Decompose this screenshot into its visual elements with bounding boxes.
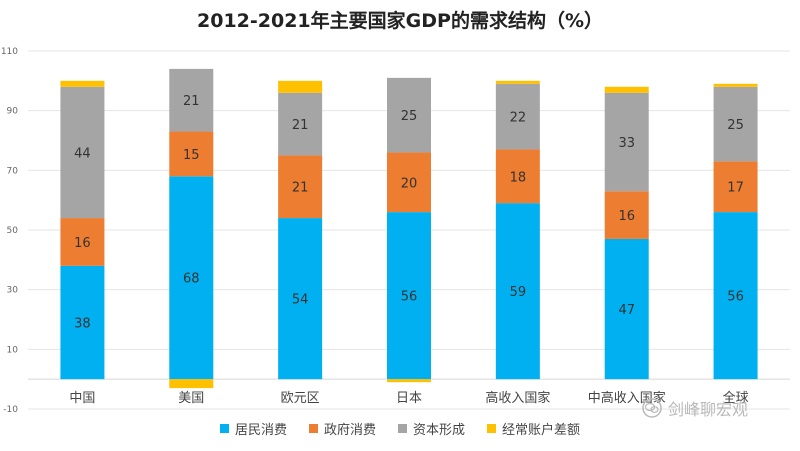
bar-segment — [278, 218, 323, 380]
data-label: 38 — [74, 316, 91, 331]
data-label: 54 — [292, 293, 309, 308]
legend-label: 经常账户差额 — [502, 423, 581, 438]
legend-label: 政府消费 — [323, 423, 376, 438]
data-label: 18 — [510, 170, 527, 185]
legend-item: 居民消费 — [219, 419, 287, 438]
legend-item: 资本形成 — [398, 419, 465, 438]
bar-segment — [169, 131, 214, 177]
data-label: 21 — [292, 181, 309, 196]
data-label: 20 — [401, 176, 418, 191]
bars — [60, 68, 758, 389]
bar-segment — [495, 149, 540, 204]
data-label: 44 — [74, 146, 91, 161]
bar-segment — [713, 161, 758, 213]
bar-segment — [387, 152, 431, 213]
legend-swatch — [308, 424, 318, 433]
bar-segment — [604, 238, 649, 380]
bar-segment — [278, 80, 323, 93]
x-tick-label: 高收入国家 — [485, 390, 550, 406]
data-label: 21 — [183, 94, 200, 109]
data-label: 47 — [618, 303, 635, 318]
y-tick-label: 70 — [7, 166, 19, 176]
y-tick-label: -10 — [3, 405, 18, 415]
bar-segment — [169, 68, 214, 132]
data-labels: 38 16 44 68 15 21 54 21 21 56 20 25 59 18 22 47 16 33 56 17… — [74, 94, 744, 331]
data-label: 59 — [510, 285, 527, 300]
bar-segment — [278, 92, 323, 156]
data-label: 22 — [510, 111, 527, 126]
legend: 居民消费 政府消费 资本形成 经常账户差额 — [0, 419, 800, 438]
legend-item: 政府消费 — [308, 419, 376, 438]
bar-segment — [495, 83, 540, 150]
y-tick-label: 90 — [7, 107, 19, 117]
data-label: 25 — [727, 118, 744, 133]
bar-segment — [60, 86, 105, 219]
legend-label: 资本形成 — [413, 423, 466, 438]
bar-segment — [387, 212, 431, 380]
data-label: 15 — [183, 148, 200, 163]
data-label: 25 — [401, 109, 418, 124]
bar-segment — [713, 86, 758, 162]
data-label: 68 — [183, 272, 200, 287]
watermark-text: 剑峰聊宏观 — [668, 400, 749, 419]
y-tick-label: 110 — [1, 47, 18, 57]
bar-segment — [604, 191, 649, 239]
legend-swatch — [398, 424, 407, 433]
bar-segment — [60, 218, 105, 266]
bar-segment — [278, 155, 323, 219]
bar-segment — [713, 212, 758, 380]
bar-segment — [495, 203, 540, 380]
bar-segment — [604, 92, 649, 192]
x-tick-label: 日本 — [396, 391, 422, 406]
y-tick-label: 30 — [7, 286, 19, 296]
data-label: 56 — [727, 290, 744, 305]
legend-swatch — [219, 424, 229, 433]
bar-segment — [60, 265, 105, 380]
y-tick-label: 10 — [7, 345, 19, 355]
watermark: 剑峰聊宏观 — [642, 396, 748, 420]
bar-segment — [387, 77, 431, 153]
x-tick-label: 全球 — [723, 390, 749, 406]
bar-segment — [169, 379, 214, 389]
bar-segment — [387, 379, 431, 383]
y-tick-label: 50 — [7, 226, 19, 236]
bar-segment — [169, 176, 214, 380]
data-label: 17 — [727, 181, 744, 196]
bar-segment — [713, 83, 758, 87]
bar-segment — [495, 80, 540, 84]
chart-title: 2012-2021年主要国家GDP的需求结构（%） — [197, 10, 603, 32]
legend-label: 居民消费 — [234, 423, 287, 438]
data-label: 16 — [74, 236, 91, 251]
legend-swatch — [487, 424, 497, 433]
data-label: 56 — [401, 290, 418, 305]
x-tick-label: 美国 — [178, 391, 204, 406]
data-label: 21 — [292, 118, 309, 133]
data-label: 33 — [618, 136, 635, 151]
y-axis-ticks: -10 10 30 50 70 90 110 — [1, 47, 18, 415]
legend-item: 经常账户差额 — [487, 419, 580, 438]
wechat-icon — [642, 398, 662, 418]
x-tick-label: 中国 — [69, 391, 95, 406]
bar-segment — [60, 80, 105, 87]
bar-segment — [604, 86, 649, 93]
x-tick-label: 欧元区 — [281, 391, 320, 406]
data-label: 16 — [618, 209, 635, 224]
